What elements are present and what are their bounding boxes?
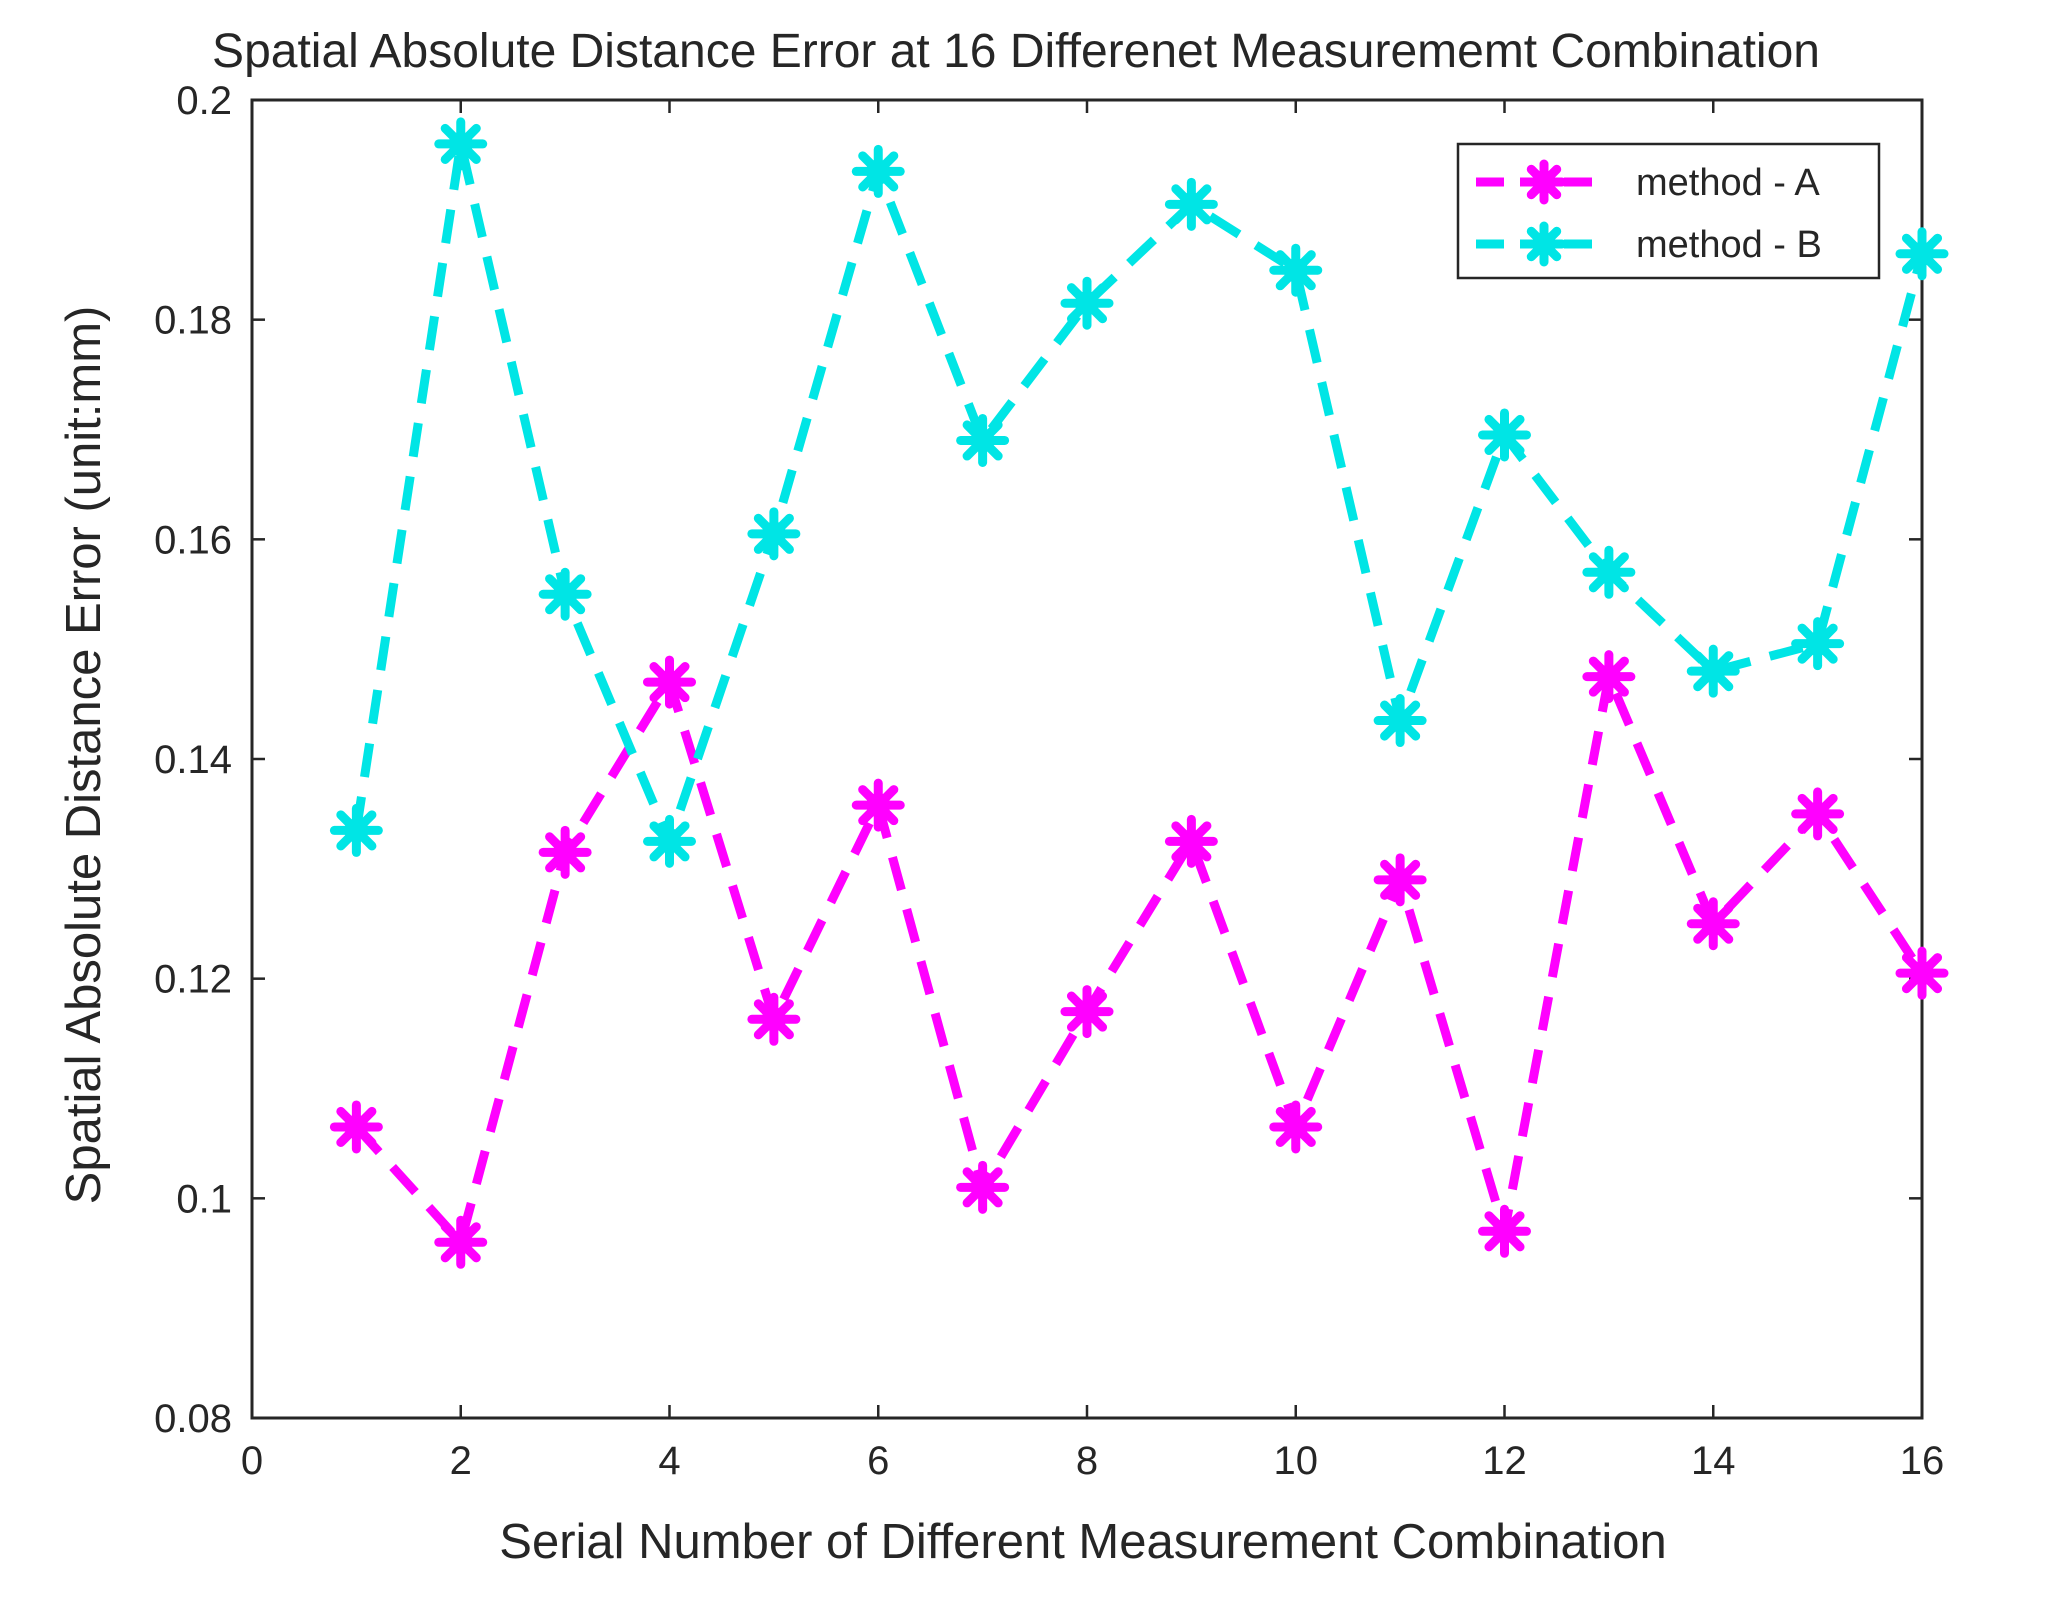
legend-label: method - A — [1636, 162, 1820, 204]
data-point — [1164, 814, 1218, 868]
data-point — [747, 507, 801, 561]
x-tick-label: 2 — [450, 1439, 472, 1483]
data-point — [956, 413, 1010, 467]
data-point — [434, 1215, 488, 1269]
x-tick-label: 4 — [658, 1439, 680, 1483]
x-tick-label: 12 — [1482, 1439, 1527, 1483]
data-point — [1895, 946, 1949, 1000]
data-point — [1686, 644, 1740, 698]
y-tick-label: 0.14 — [154, 738, 232, 782]
data-point — [1164, 177, 1218, 231]
x-tick-label: 16 — [1900, 1439, 1945, 1483]
data-point — [1373, 694, 1427, 748]
data-point — [1791, 617, 1845, 671]
data-point — [747, 992, 801, 1046]
data-point — [1373, 853, 1427, 907]
y-tick-label: 0.12 — [154, 958, 232, 1002]
data-point — [643, 814, 696, 868]
data-point — [1060, 276, 1114, 330]
data-point — [1791, 787, 1845, 841]
data-point — [538, 825, 592, 879]
x-tick-label: 8 — [1076, 1439, 1098, 1483]
data-point — [1269, 1100, 1323, 1154]
data-point — [329, 803, 383, 857]
legend-marker — [1521, 159, 1567, 205]
data-point — [329, 1100, 383, 1154]
legend-item: method - B — [1476, 221, 1822, 267]
x-tick-label: 0 — [241, 1439, 263, 1483]
data-point — [851, 778, 905, 832]
data-point — [1478, 1204, 1531, 1258]
series-layer — [329, 117, 1949, 1269]
legend: method - A method - B — [1456, 142, 1881, 280]
x-tick-label: 14 — [1691, 1439, 1736, 1483]
data-point — [1582, 545, 1636, 599]
data-point — [851, 144, 905, 198]
series-line — [351, 139, 1927, 846]
chart-title: Spatial Absolute Distance Error at 16 Di… — [212, 25, 1820, 78]
x-axis-label: Serial Number of Different Measurement C… — [499, 1515, 1666, 1569]
data-point — [1060, 985, 1114, 1039]
data-point — [643, 655, 696, 709]
y-tick-label: 0.2 — [176, 79, 232, 123]
y-tick-label: 0.16 — [154, 518, 232, 562]
series-method-a — [329, 650, 1949, 1269]
data-point — [434, 117, 488, 171]
axis-ticks: 0 2 4 6 8 10 12 14 16 0.08 0.1 0.12 0.14 0.16 0.18 0.2 — [154, 79, 1944, 1483]
legend-item: method - A — [1476, 159, 1820, 205]
data-point — [1478, 408, 1531, 462]
x-tick-label: 10 — [1274, 1439, 1319, 1483]
data-point — [1686, 897, 1740, 951]
x-tick-label: 6 — [867, 1439, 889, 1483]
data-point — [956, 1160, 1010, 1214]
y-tick-label: 0.1 — [176, 1177, 232, 1221]
series-line — [353, 672, 1926, 1247]
data-point — [1269, 243, 1323, 297]
series-method-b — [329, 117, 1949, 868]
legend-marker — [1521, 221, 1567, 267]
legend-label: method - B — [1636, 224, 1822, 266]
y-axis-label: Spatial Absolute Distance Error (unit:mm… — [57, 306, 111, 1205]
y-tick-label: 0.18 — [154, 299, 232, 343]
data-point — [1895, 227, 1949, 281]
data-point — [1582, 650, 1636, 704]
data-point — [538, 567, 592, 621]
y-tick-label: 0.08 — [154, 1397, 232, 1441]
